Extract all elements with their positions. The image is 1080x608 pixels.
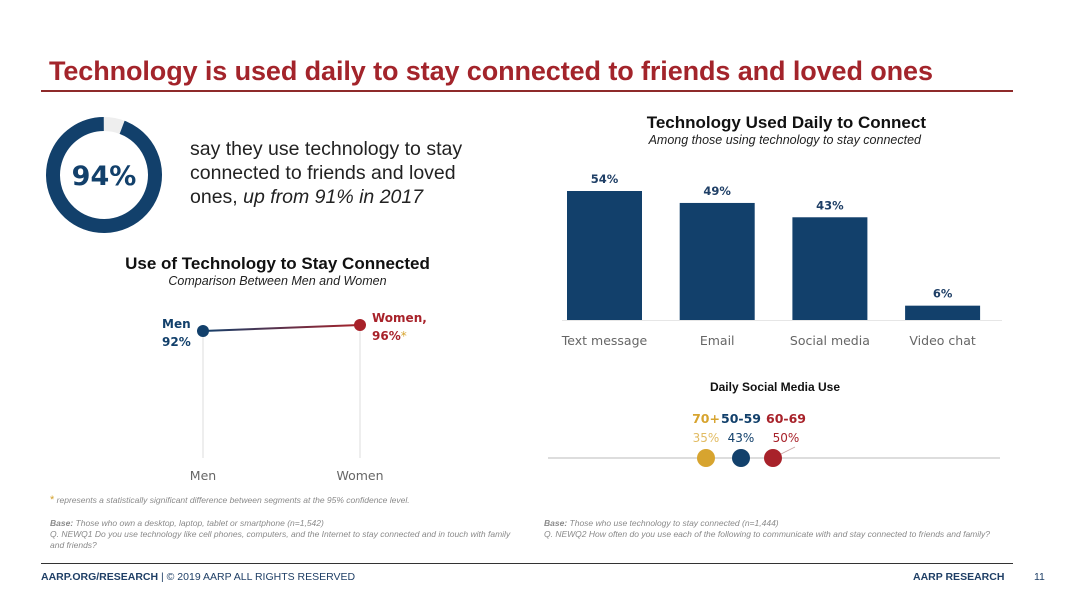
age-group-label: 70+ — [692, 411, 720, 426]
men-point-value: 92% — [162, 335, 191, 349]
footer-divider — [41, 563, 1013, 564]
base-label-left: Base: — [50, 518, 74, 528]
base-text-right: Those who use technology to stay connect… — [569, 518, 779, 528]
base-note-right: Base: Those who use technology to stay c… — [544, 518, 1004, 540]
social-media-title: Daily Social Media Use — [710, 380, 840, 394]
footer-copyright: | © 2019 AARP ALL RIGHTS RESERVED — [161, 571, 356, 583]
stat-text-main: say they use technology to stay connecte… — [190, 138, 463, 208]
x-tick-women: Women — [336, 468, 383, 483]
significance-text: represents a statistically significant d… — [56, 495, 410, 505]
bar-value-label: 49% — [703, 184, 731, 198]
footer-left: AARP.ORG/RESEARCH | © 2019 AARP ALL RIGH… — [41, 571, 355, 583]
slide-title: Technology is used daily to stay connect… — [49, 56, 933, 86]
donut-chart: 94% — [46, 117, 162, 233]
significance-star: * — [50, 494, 55, 506]
bar-value-label: 43% — [816, 198, 844, 212]
base-note-left: Base: Those who own a desktop, laptop, t… — [50, 518, 520, 551]
women-value-text: 96% — [372, 329, 401, 343]
age-group-value: 50% — [773, 431, 800, 445]
age-group-value: 43% — [728, 431, 755, 445]
bar-value-label: 6% — [933, 287, 953, 301]
bar-text-message — [567, 191, 642, 320]
bar-category-label: Email — [700, 333, 735, 348]
slope-chart-subtitle: Comparison Between Men and Women — [168, 274, 387, 288]
headline-stat-text: say they use technology to stay connecte… — [190, 137, 490, 209]
title-divider — [41, 90, 1013, 92]
slope-line — [202, 324, 361, 332]
significance-note: * represents a statistically significant… — [50, 495, 410, 506]
age-group-dot-70plus — [697, 449, 715, 467]
women-point-value: 96%* — [372, 329, 407, 343]
age-group-dot-50-59 — [732, 449, 750, 467]
footer-brand: AARP RESEARCH — [913, 571, 1005, 583]
age-group-label: 60-69 — [766, 411, 806, 426]
footer-site-link[interactable]: AARP.ORG/RESEARCH — [41, 571, 159, 583]
women-point-name: Women, — [372, 311, 427, 325]
bar-category-label: Video chat — [909, 333, 975, 348]
bar-social-media — [792, 217, 868, 320]
donut-value-label: 94% — [72, 161, 137, 192]
age-group-value: 35% — [693, 431, 720, 445]
age-group-label: 50-59 — [721, 411, 761, 426]
question-left: Q. NEWQ1 Do you use technology like cell… — [50, 529, 511, 550]
question-right: Q. NEWQ2 How often do you use each of th… — [544, 529, 991, 539]
base-text-left: Those who own a desktop, laptop, tablet … — [75, 518, 324, 528]
social-media-chart: Daily Social Media Use 70+ 35%50-59 43% 60-… — [548, 380, 1000, 467]
bar-chart-subtitle: Among those using technology to stay con… — [648, 133, 921, 147]
slope-chart: Men 92% Women, 96%* Men Women — [162, 311, 427, 483]
stat-text-italic: up from 91% in 2017 — [243, 186, 424, 208]
bar-value-label: 54% — [591, 172, 619, 186]
bar-category-label: Social media — [790, 333, 870, 348]
bar-chart-title: Technology Used Daily to Connect — [646, 113, 926, 132]
bar-category-label: Text message — [561, 333, 648, 348]
slope-chart-title: Use of Technology to Stay Connected — [125, 254, 430, 273]
bar-video-chat — [905, 305, 981, 320]
women-point — [354, 319, 366, 331]
page-number: 11 — [1034, 571, 1045, 583]
bar-email — [679, 202, 755, 320]
men-point-name: Men — [162, 317, 191, 331]
age-group-dot-60-69 — [764, 449, 782, 467]
bar-chart: 54% Text message 49% Email 43% Social media 6%… — [561, 172, 1002, 348]
donut-value-arc — [46, 117, 162, 233]
base-label-right: Base: — [544, 518, 568, 528]
men-point — [197, 325, 209, 337]
x-tick-men: Men — [190, 468, 216, 483]
significance-marker: * — [401, 329, 407, 343]
